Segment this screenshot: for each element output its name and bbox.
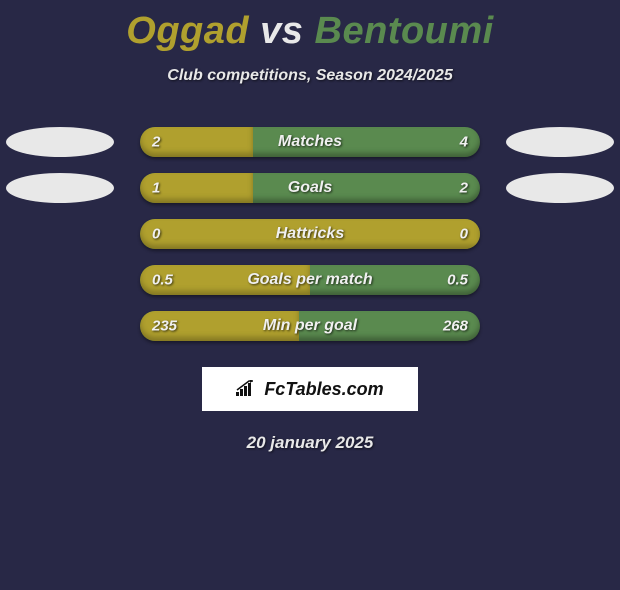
logo-text: FcTables.com bbox=[264, 379, 383, 400]
stat-bar: 0.50.5Goals per match bbox=[140, 265, 480, 295]
stat-row: 00Hattricks bbox=[0, 219, 620, 249]
page-title: Oggad vs Bentoumi bbox=[0, 10, 620, 53]
stat-value-right: 4 bbox=[460, 134, 468, 151]
title-player2: Bentoumi bbox=[315, 10, 494, 52]
title-vs: vs bbox=[260, 10, 303, 52]
stat-bar: 235268Min per goal bbox=[140, 311, 480, 341]
stat-row: 235268Min per goal bbox=[0, 311, 620, 341]
player1-badge bbox=[6, 127, 114, 157]
stat-value-right: 0.5 bbox=[447, 272, 468, 289]
stat-value-left: 2 bbox=[152, 134, 160, 151]
stat-rows: 24Matches12Goals00Hattricks0.50.5Goals p… bbox=[0, 127, 620, 341]
stat-value-left: 0.5 bbox=[152, 272, 173, 289]
stat-bar: 24Matches bbox=[140, 127, 480, 157]
stat-value-right: 268 bbox=[443, 318, 468, 335]
player2-badge bbox=[506, 173, 614, 203]
stat-value-right: 0 bbox=[460, 226, 468, 243]
stat-bar: 12Goals bbox=[140, 173, 480, 203]
stat-bar-left bbox=[140, 219, 480, 249]
date: 20 january 2025 bbox=[0, 433, 620, 453]
stat-row: 24Matches bbox=[0, 127, 620, 157]
stat-row: 12Goals bbox=[0, 173, 620, 203]
subtitle: Club competitions, Season 2024/2025 bbox=[0, 67, 620, 85]
stat-value-left: 1 bbox=[152, 180, 160, 197]
stat-bar: 00Hattricks bbox=[140, 219, 480, 249]
logo-box: FcTables.com bbox=[202, 367, 418, 411]
player2-badge bbox=[506, 127, 614, 157]
title-player1: Oggad bbox=[126, 10, 249, 52]
stat-value-right: 2 bbox=[460, 180, 468, 197]
stat-row: 0.50.5Goals per match bbox=[0, 265, 620, 295]
stat-value-left: 0 bbox=[152, 226, 160, 243]
stat-value-left: 235 bbox=[152, 318, 177, 335]
chart-icon bbox=[236, 380, 258, 398]
player1-badge bbox=[6, 173, 114, 203]
